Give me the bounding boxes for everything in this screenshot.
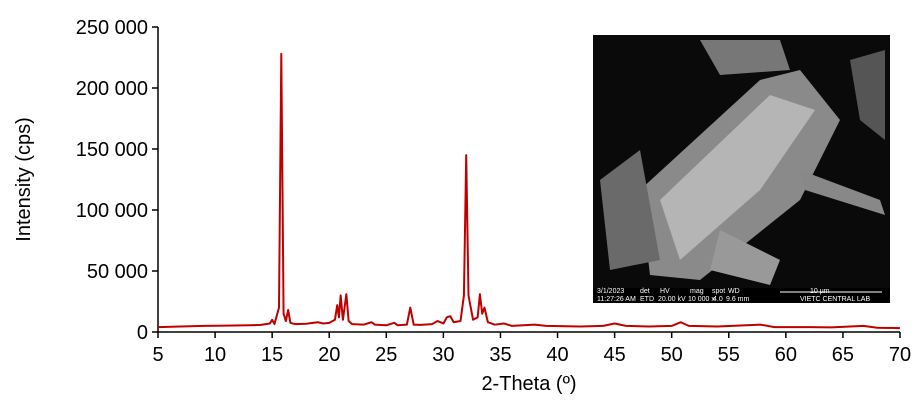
- y-tick-label: 250 000: [76, 17, 148, 39]
- x-tick-label: 20: [318, 344, 340, 366]
- crystal: [660, 95, 815, 260]
- x-tick-label: 65: [832, 344, 854, 366]
- y-tick-label: 100 000: [76, 200, 148, 222]
- crystal: [800, 170, 885, 215]
- x-tick-label: 35: [489, 344, 511, 366]
- x-tick-label: 55: [718, 344, 740, 366]
- inset-label: HV: [660, 288, 670, 295]
- x-tick-label: 15: [261, 344, 283, 366]
- crystal: [600, 150, 660, 270]
- x-tick-label: 50: [661, 344, 683, 366]
- inset-label: VIETC CENTRAL LAB: [800, 296, 870, 303]
- x-tick-label: 45: [603, 344, 625, 366]
- inset-label: mag: [690, 288, 704, 295]
- inset-label: 10 000 x: [688, 296, 715, 303]
- x-tick-label: 60: [775, 344, 797, 366]
- inset-label: WD: [728, 288, 740, 295]
- inset-label: ETD: [640, 296, 654, 303]
- x-axis-title: 2-Theta (º): [481, 373, 576, 395]
- crystal: [700, 40, 790, 75]
- y-axis-title: Intensity (cps): [13, 117, 35, 241]
- inset-label: spot: [712, 288, 725, 295]
- y-tick-label: 200 000: [76, 78, 148, 100]
- inset-label: det: [640, 288, 650, 295]
- inset-label: 3/1/2023: [597, 288, 624, 295]
- x-tick-label: 25: [375, 344, 397, 366]
- x-tick-label: 10: [204, 344, 226, 366]
- x-tick-label: 70: [889, 344, 911, 366]
- inset-label: 20.00 kV: [658, 296, 686, 303]
- series-line: [157, 52, 901, 330]
- y-tick-label: 50 000: [87, 261, 148, 283]
- x-tick-label: 30: [432, 344, 454, 366]
- y-tick-label: 0: [137, 322, 148, 344]
- y-tick-label: 150 000: [76, 139, 148, 161]
- crystal: [850, 50, 885, 140]
- x-tick-label: 5: [152, 344, 163, 366]
- crystal: [710, 230, 780, 285]
- inset-label: 4.0: [713, 296, 723, 303]
- x-tick-label: 40: [546, 344, 568, 366]
- inset-label: 11:27:26 AM: [597, 296, 636, 303]
- inset-label: 9.6 mm: [726, 296, 750, 303]
